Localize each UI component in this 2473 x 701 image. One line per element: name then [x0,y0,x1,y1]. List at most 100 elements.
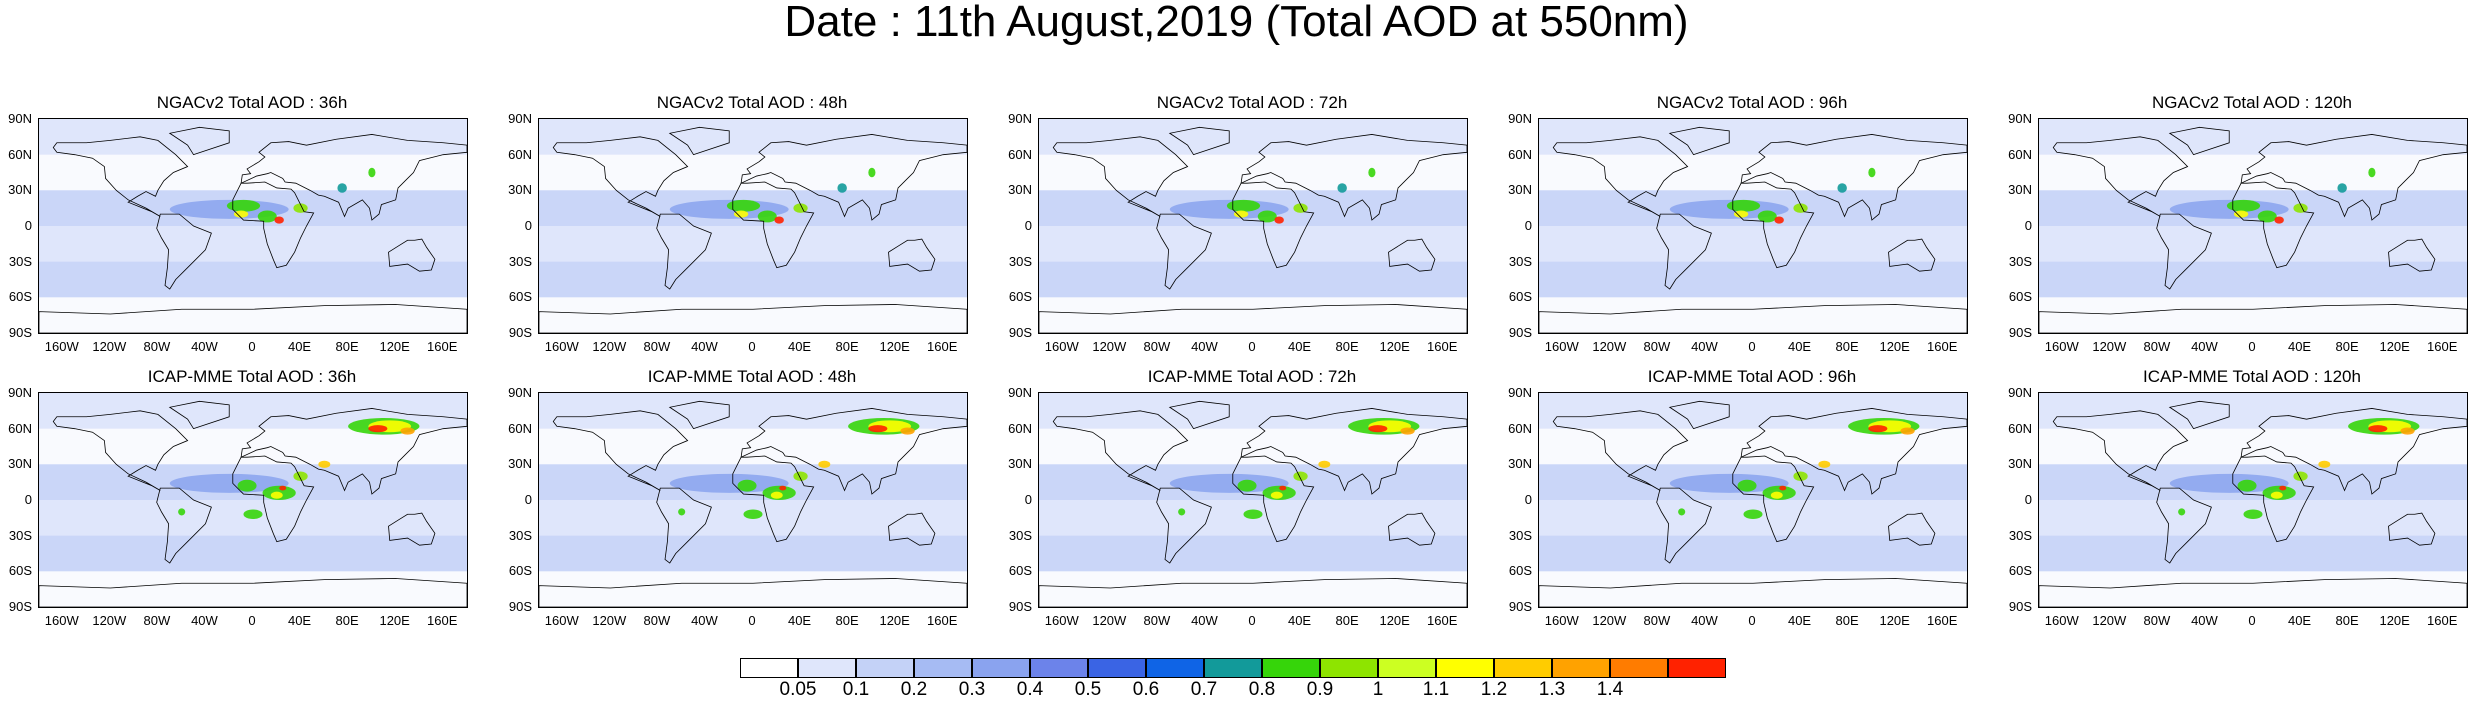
lon-tick-label: 120E [879,339,910,354]
aod-hotspot [2233,210,2249,218]
panel-title: ICAP-MME Total AOD : 96h [1647,367,1857,386]
aod-background-band [1039,261,1467,298]
lon-tick-label: 120E [2379,613,2410,628]
lat-tick-label: 30N [1508,456,1532,472]
lat-tick-label: 90N [508,385,532,400]
map-field [539,393,967,607]
aod-dust-belt [1169,473,1289,493]
aod-background-band [1039,119,1467,155]
lon-tick-label: 80E [335,339,359,354]
lon-tick-label: 40W [691,339,718,354]
aod-background-band [39,297,467,333]
aod-hotspot [1818,460,1831,468]
lon-tick-label: 80E [835,613,859,628]
colorbar-swatch [1610,658,1668,678]
aod-hotspot [1243,509,1263,520]
colorbar-swatch [1088,658,1146,678]
aod-background-band [1039,535,1467,572]
coastline [2232,455,2315,543]
coastline [539,304,967,333]
colorbar-label: 0.2 [900,679,928,700]
aod-hotspot [1737,479,1757,492]
lat-tick-label: 60S [1008,289,1032,305]
aod-background-band [2039,261,2467,298]
panel-title: NGACv2 Total AOD : 96h [1656,93,1848,112]
aod-background-band [1539,226,1967,262]
lon-tick-label: 160W [1544,613,1579,628]
aod-background-band [539,226,967,262]
aod-hotspot [1178,508,1186,516]
panel-title: NGACv2 Total AOD : 120h [2151,93,2352,112]
colorbar-label: 1.1 [1422,679,1450,700]
aod-hotspot [2274,216,2284,224]
coastline [1388,512,1436,546]
aod-hotspot [1270,491,1283,499]
aod-hotspot [2257,210,2277,223]
aod-background-band [39,535,467,572]
lon-tick-label: 40E [2287,339,2312,354]
panel-title: ICAP-MME Total AOD : 48h [647,367,857,386]
aod-hotspot [1368,425,1388,433]
coastline [740,134,967,221]
lon-tick-label: 80E [1835,339,1859,354]
map-field [1539,393,1967,607]
lat-tick-label: 30N [1008,182,1032,198]
lat-tick-label: 60S [508,289,532,305]
panel-title: NGACv2 Total AOD : 36h [156,93,348,112]
colorbar-swatch [798,658,856,678]
lon-tick-label: 160E [2427,339,2458,354]
coastline [888,512,936,546]
aod-hotspot [243,509,263,520]
coastline [1740,134,1967,221]
lon-tick-label: 120E [1879,339,1910,354]
coastline [1740,408,1967,495]
colorbar-swatch [1668,658,1726,678]
aod-map [1538,118,1968,334]
aod-background-band [1039,571,1467,607]
colorbar-label: 0.6 [1132,679,1160,700]
aod-hotspot [368,425,388,433]
colorbar-label: 0.05 [779,679,817,700]
coastline [1039,304,1467,333]
aod-hotspot [2318,460,2331,468]
lat-tick-label: 30S [1508,527,1532,543]
coastline [1552,410,1689,491]
coastline [2388,238,2436,272]
lon-tick-label: 40W [1691,613,1718,628]
aod-background-band [539,119,967,155]
coastline [656,487,712,564]
coastline [156,213,212,290]
coastline [740,408,967,495]
coastline [1552,136,1689,217]
colorbar-swatch [914,658,972,678]
map-field [2039,393,2467,607]
lon-tick-label: 40W [1691,339,1718,354]
aod-background-band [1539,154,1967,191]
aod-background-band [2039,226,2467,262]
lon-tick-label: 40E [2287,613,2312,628]
coastline [552,410,689,491]
aod-hotspot [318,460,331,468]
aod-hotspot [726,199,761,212]
aod-map [1038,118,1468,334]
coastline [2168,126,2230,156]
lon-tick-label: 160W [544,613,579,628]
map-field [39,119,467,333]
coastline [1656,487,1712,564]
coastline [1240,134,1467,221]
aod-hotspot [1757,210,1777,223]
coastline [39,304,467,333]
lat-tick-label: 30N [2008,182,2032,198]
colorbar-swatch [1320,658,1378,678]
colorbar-swatch [740,658,798,678]
lat-tick-label: 90S [508,325,532,340]
aod-hotspot [1868,425,1888,433]
colorbar-label: 0.9 [1306,679,1334,700]
lon-tick-label: 40E [787,339,812,354]
lat-tick-label: 0 [24,492,32,507]
panel-title: NGACv2 Total AOD : 72h [1156,93,1348,112]
aod-hotspot [1868,167,1876,178]
lon-tick-label: 0 [1248,613,1256,628]
aod-hotspot [1318,460,1331,468]
lat-tick-label: 30N [508,182,532,198]
